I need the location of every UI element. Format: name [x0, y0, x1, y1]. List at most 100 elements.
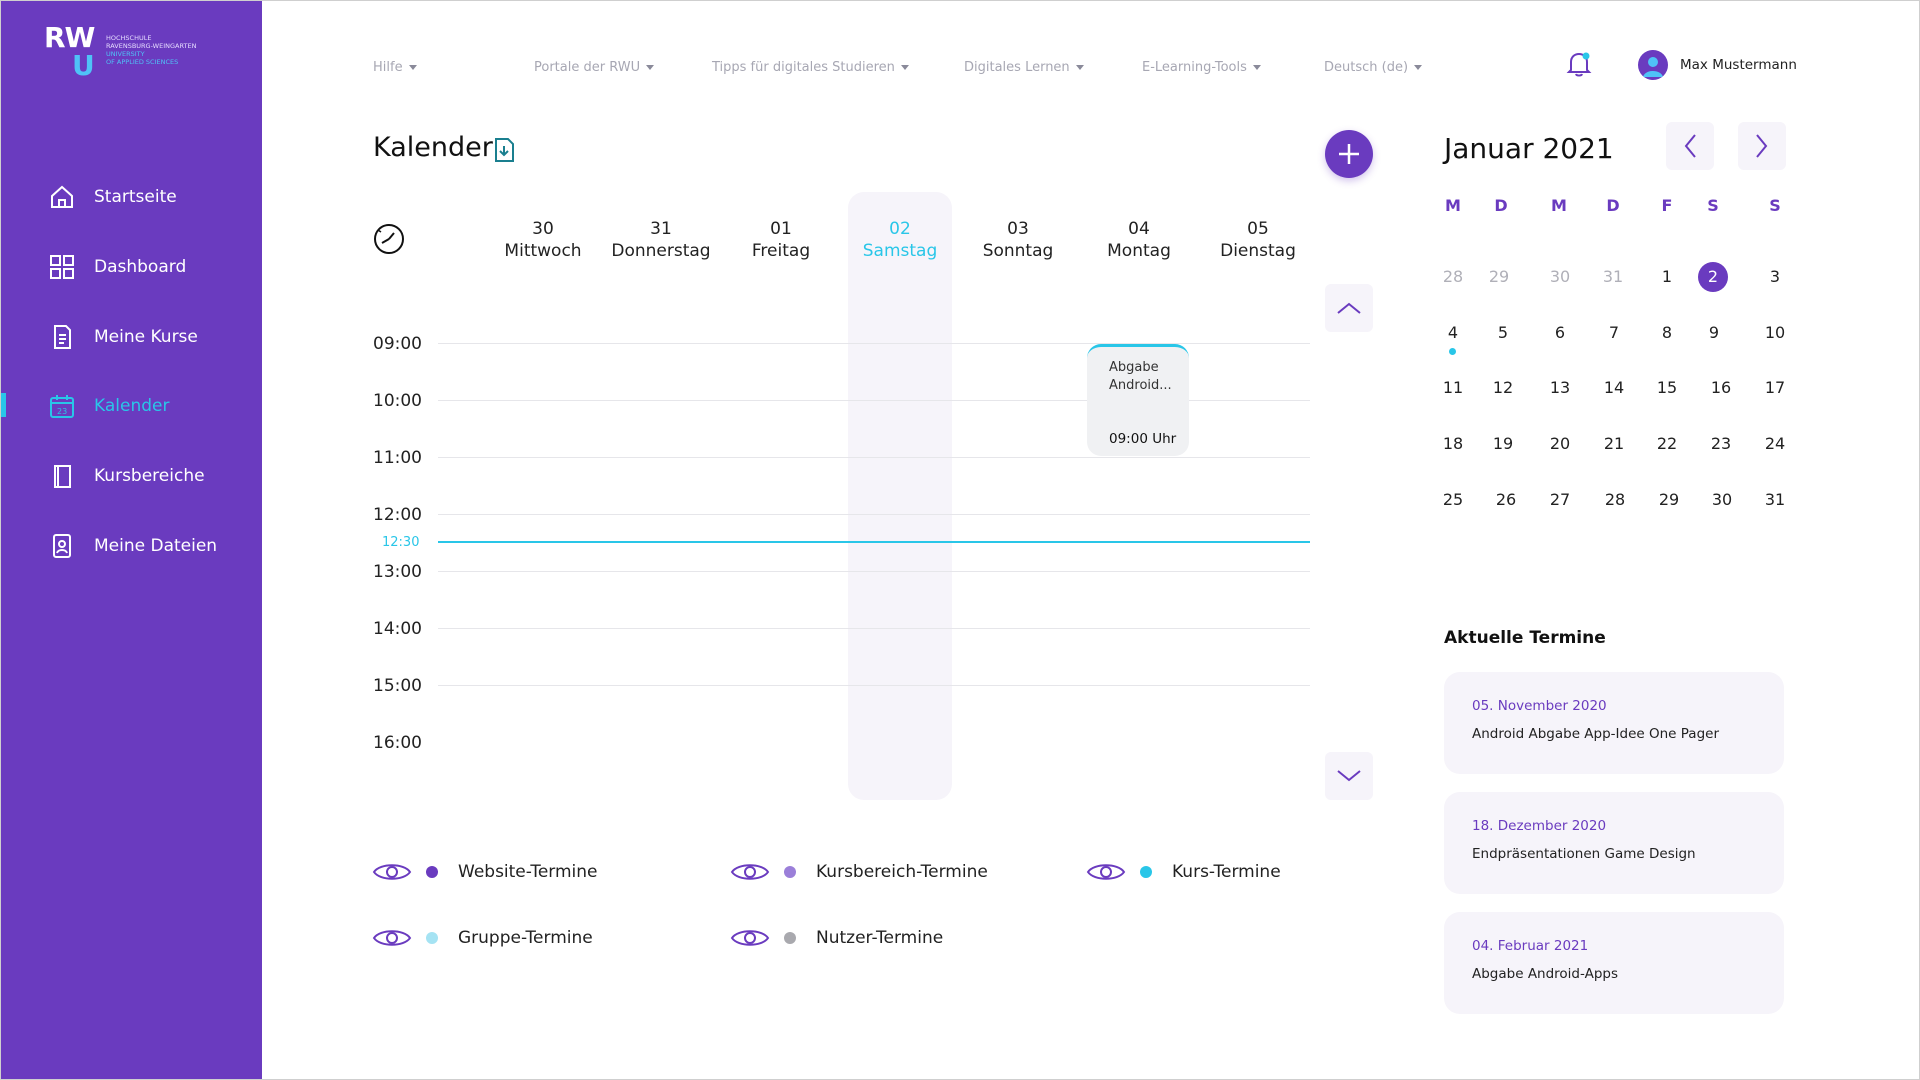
topnav-digitales-lernen[interactable]: Digitales Lernen [964, 60, 1084, 75]
user-menu[interactable]: Max Mustermann [1638, 50, 1797, 80]
day-cell[interactable]: 29 [1488, 267, 1510, 286]
legend-kursbereich-termine[interactable]: Kursbereich-Termine [730, 860, 988, 884]
month-title: Januar 2021 [1444, 132, 1614, 165]
add-event-button[interactable] [1325, 130, 1373, 178]
topnav-elearning-tools[interactable]: E-Learning-Tools [1142, 60, 1261, 75]
sidebar-item-kalender[interactable]: 23 Kalender [0, 384, 262, 428]
day-cell[interactable]: 19 [1492, 434, 1514, 453]
event-indicator-dot [1449, 348, 1456, 355]
day-cell[interactable]: 12 [1492, 378, 1514, 397]
day-number: 05 [1247, 219, 1269, 239]
day-cell[interactable]: 23 [1710, 434, 1732, 453]
day-header[interactable]: 01 Freitag [721, 218, 841, 262]
day-cell[interactable]: 27 [1549, 490, 1571, 509]
day-cell[interactable]: 9 [1708, 323, 1720, 342]
prev-month-button[interactable] [1666, 122, 1714, 170]
sidebar: RW U HOCHSCHULE RAVENSBURG-WEINGARTEN UN… [0, 0, 262, 1080]
day-name: Sonntag [982, 241, 1054, 261]
day-cell[interactable]: 18 [1442, 434, 1464, 453]
time-label: 10:00 [373, 391, 422, 411]
legend-dot [784, 932, 796, 944]
legend-kurs-termine[interactable]: Kurs-Termine [1086, 860, 1281, 884]
day-number: 03 [1007, 219, 1029, 239]
day-name: Samstag [862, 241, 938, 261]
day-cell[interactable]: 5 [1497, 323, 1509, 342]
scroll-down-button[interactable] [1325, 752, 1373, 800]
sidebar-item-meine-kurse[interactable]: Meine Kurse [0, 315, 262, 359]
topnav-label: E-Learning-Tools [1142, 60, 1247, 75]
day-cell[interactable]: 4 [1447, 323, 1459, 342]
day-cell[interactable]: 20 [1549, 434, 1571, 453]
appointment-card[interactable]: 05. November 2020 Android Abgabe App-Ide… [1444, 672, 1784, 774]
day-cell[interactable]: 30 [1711, 490, 1733, 509]
bell-icon[interactable] [1566, 50, 1592, 78]
plus-icon [1339, 144, 1359, 164]
topnav-tipps[interactable]: Tipps für digitales Studieren [712, 60, 909, 75]
day-cell[interactable]: 22 [1656, 434, 1678, 453]
day-cell[interactable]: 29 [1658, 490, 1680, 509]
chevron-down-icon [1414, 65, 1423, 70]
legend-website-termine[interactable]: Website-Termine [372, 860, 598, 884]
day-header[interactable]: 03 Sonntag [958, 218, 1078, 262]
selected-day[interactable]: 2 [1698, 262, 1728, 292]
day-cell[interactable]: 28 [1604, 490, 1626, 509]
topnav-portale[interactable]: Portale der RWU [534, 60, 655, 75]
day-cell[interactable]: 31 [1764, 490, 1786, 509]
day-cell[interactable]: 14 [1603, 378, 1625, 397]
day-number: 04 [1128, 219, 1150, 239]
day-header[interactable]: 31 Donnerstag [601, 218, 721, 262]
day-header[interactable]: 05 Dienstag [1198, 218, 1318, 262]
day-header[interactable]: 30 Mittwoch [483, 218, 603, 262]
day-cell[interactable]: 3 [1769, 267, 1781, 286]
sidebar-item-kursbereiche[interactable]: Kursbereiche [0, 454, 262, 498]
day-cell[interactable]: 16 [1710, 378, 1732, 397]
appointment-card[interactable]: 18. Dezember 2020 Endpräsentationen Game… [1444, 792, 1784, 894]
day-cell[interactable]: 1 [1661, 267, 1673, 286]
day-cell[interactable]: 21 [1603, 434, 1625, 453]
next-month-button[interactable] [1738, 122, 1786, 170]
logo-text: HOCHSCHULE RAVENSBURG-WEINGARTEN UNIVERS… [106, 34, 196, 66]
event-title: Abgabe Android... [1109, 360, 1172, 393]
weekday-label: S [1769, 196, 1781, 215]
day-cell[interactable]: 28 [1442, 267, 1464, 286]
eye-icon [372, 930, 412, 946]
day-cell[interactable]: 15 [1656, 378, 1678, 397]
calendar-event[interactable]: Abgabe Android... 09:00 Uhr [1087, 344, 1189, 456]
day-cell[interactable]: 17 [1764, 378, 1786, 397]
eye-icon [372, 864, 412, 880]
day-cell[interactable]: 31 [1602, 267, 1624, 286]
sidebar-item-startseite[interactable]: Startseite [0, 175, 262, 219]
legend-dot [784, 866, 796, 878]
day-cell[interactable]: 13 [1549, 378, 1571, 397]
day-cell[interactable]: 6 [1554, 323, 1566, 342]
day-cell[interactable]: 10 [1764, 323, 1786, 342]
day-cell[interactable]: 8 [1661, 323, 1673, 342]
appointment-card[interactable]: 04. Februar 2021 Abgabe Android-Apps [1444, 912, 1784, 1014]
legend-label: Kursbereich-Termine [816, 862, 988, 882]
sidebar-item-dashboard[interactable]: Dashboard [0, 245, 262, 289]
weekday-label: S [1707, 196, 1719, 215]
appointment-date: 18. Dezember 2020 [1472, 818, 1607, 834]
rwu-logo[interactable]: RW U HOCHSCHULE RAVENSBURG-WEINGARTEN UN… [44, 24, 196, 80]
topnav-label: Tipps für digitales Studieren [712, 60, 895, 75]
download-icon[interactable] [492, 136, 516, 164]
clock-icon [372, 222, 406, 256]
day-cell[interactable]: 26 [1495, 490, 1517, 509]
day-header[interactable]: 04 Montag [1079, 218, 1199, 262]
day-cell[interactable]: 25 [1442, 490, 1464, 509]
day-cell[interactable]: 30 [1549, 267, 1571, 286]
day-cell[interactable]: 11 [1442, 378, 1464, 397]
day-cell[interactable]: 7 [1608, 323, 1620, 342]
topnav-language[interactable]: Deutsch (de) [1324, 60, 1423, 75]
sidebar-item-meine-dateien[interactable]: Meine Dateien [0, 524, 262, 568]
legend-gruppe-termine[interactable]: Gruppe-Termine [372, 926, 593, 950]
topnav-hilfe[interactable]: Hilfe [373, 60, 417, 75]
legend-nutzer-termine[interactable]: Nutzer-Termine [730, 926, 943, 950]
chevron-down-icon [1337, 770, 1361, 782]
appointment-name: Endpräsentationen Game Design [1472, 846, 1696, 862]
day-cell[interactable]: 24 [1764, 434, 1786, 453]
chevron-down-icon [1252, 65, 1261, 70]
chevron-right-icon [1756, 134, 1768, 158]
scroll-up-button[interactable] [1325, 284, 1373, 332]
day-header-today[interactable]: 02 Samstag [840, 218, 960, 262]
